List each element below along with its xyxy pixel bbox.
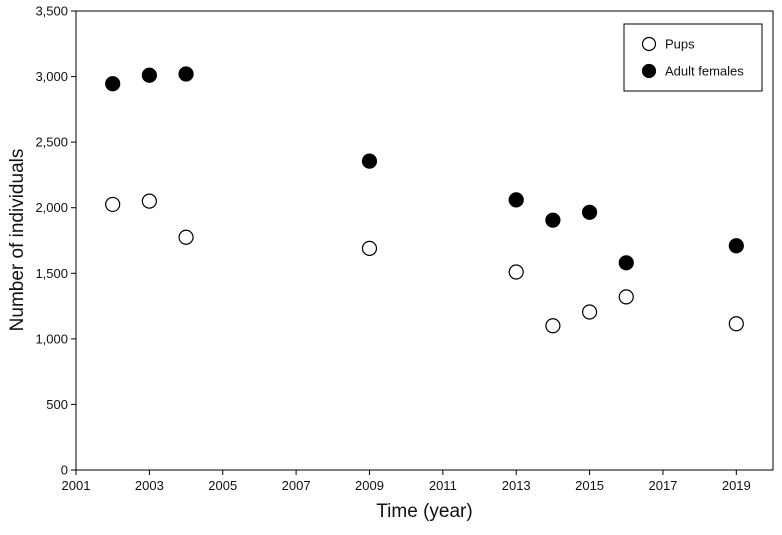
pups-point [545,318,561,334]
pups-point [581,304,598,320]
legend-label-adult-females: Adult females [665,64,744,79]
y-tick-label: 3,000 [35,69,68,84]
adult-females-point [728,238,744,254]
x-tick-label: 2001 [62,478,91,493]
plot-area-frame [75,10,774,471]
y-tick-label: 500 [46,397,68,412]
series-pups [105,193,744,334]
series-adult-females [105,66,744,271]
y-axis: 0 500 1,000 1,500 2,000 2,500 3,000 3,500 [35,4,76,478]
adult-females-point [508,192,524,208]
y-tick-label: 3,500 [35,4,68,19]
legend-marker-pups [641,36,657,52]
x-tick-label: 2019 [722,478,751,493]
y-tick-label: 1,500 [35,266,68,281]
adult-females-point [618,255,634,271]
pups-point [141,193,157,209]
y-tick-label: 1,000 [35,331,68,346]
legend: Pups Adult females [623,23,763,92]
adult-females-point [178,66,194,82]
legend-box [623,23,763,92]
x-tick-label: 2015 [575,478,604,493]
adult-females-point [545,212,561,228]
x-tick-label: 2017 [648,478,677,493]
x-tick-label: 2003 [135,478,164,493]
x-tick-label: 2013 [502,478,531,493]
adult-females-point [581,204,598,220]
pups-point [105,196,121,213]
x-tick-label: 2011 [429,478,457,493]
adult-females-point [361,153,378,169]
legend-marker-adult-females [641,63,657,79]
y-tick-label: 2,000 [35,200,68,215]
x-tick-label: 2005 [208,478,237,493]
pups-point [178,229,194,245]
x-tick-label: 2009 [355,478,384,493]
pups-point [508,264,524,280]
y-tick-label: 2,500 [35,135,68,150]
legend-label-pups: Pups [665,37,695,52]
x-axis-title: Time (year) [376,501,472,522]
pups-point [361,240,378,256]
x-tick-label: 2007 [282,478,311,493]
pups-point [618,289,634,305]
adult-females-point [141,67,157,83]
y-tick-label: 0 [61,463,68,478]
adult-females-point [105,76,121,92]
y-axis-title: Number of individuals [7,149,28,332]
x-axis: 2001 2003 2005 2007 2009 2011 2013 2015 2017 2019 [62,470,751,493]
pups-point [728,316,744,332]
